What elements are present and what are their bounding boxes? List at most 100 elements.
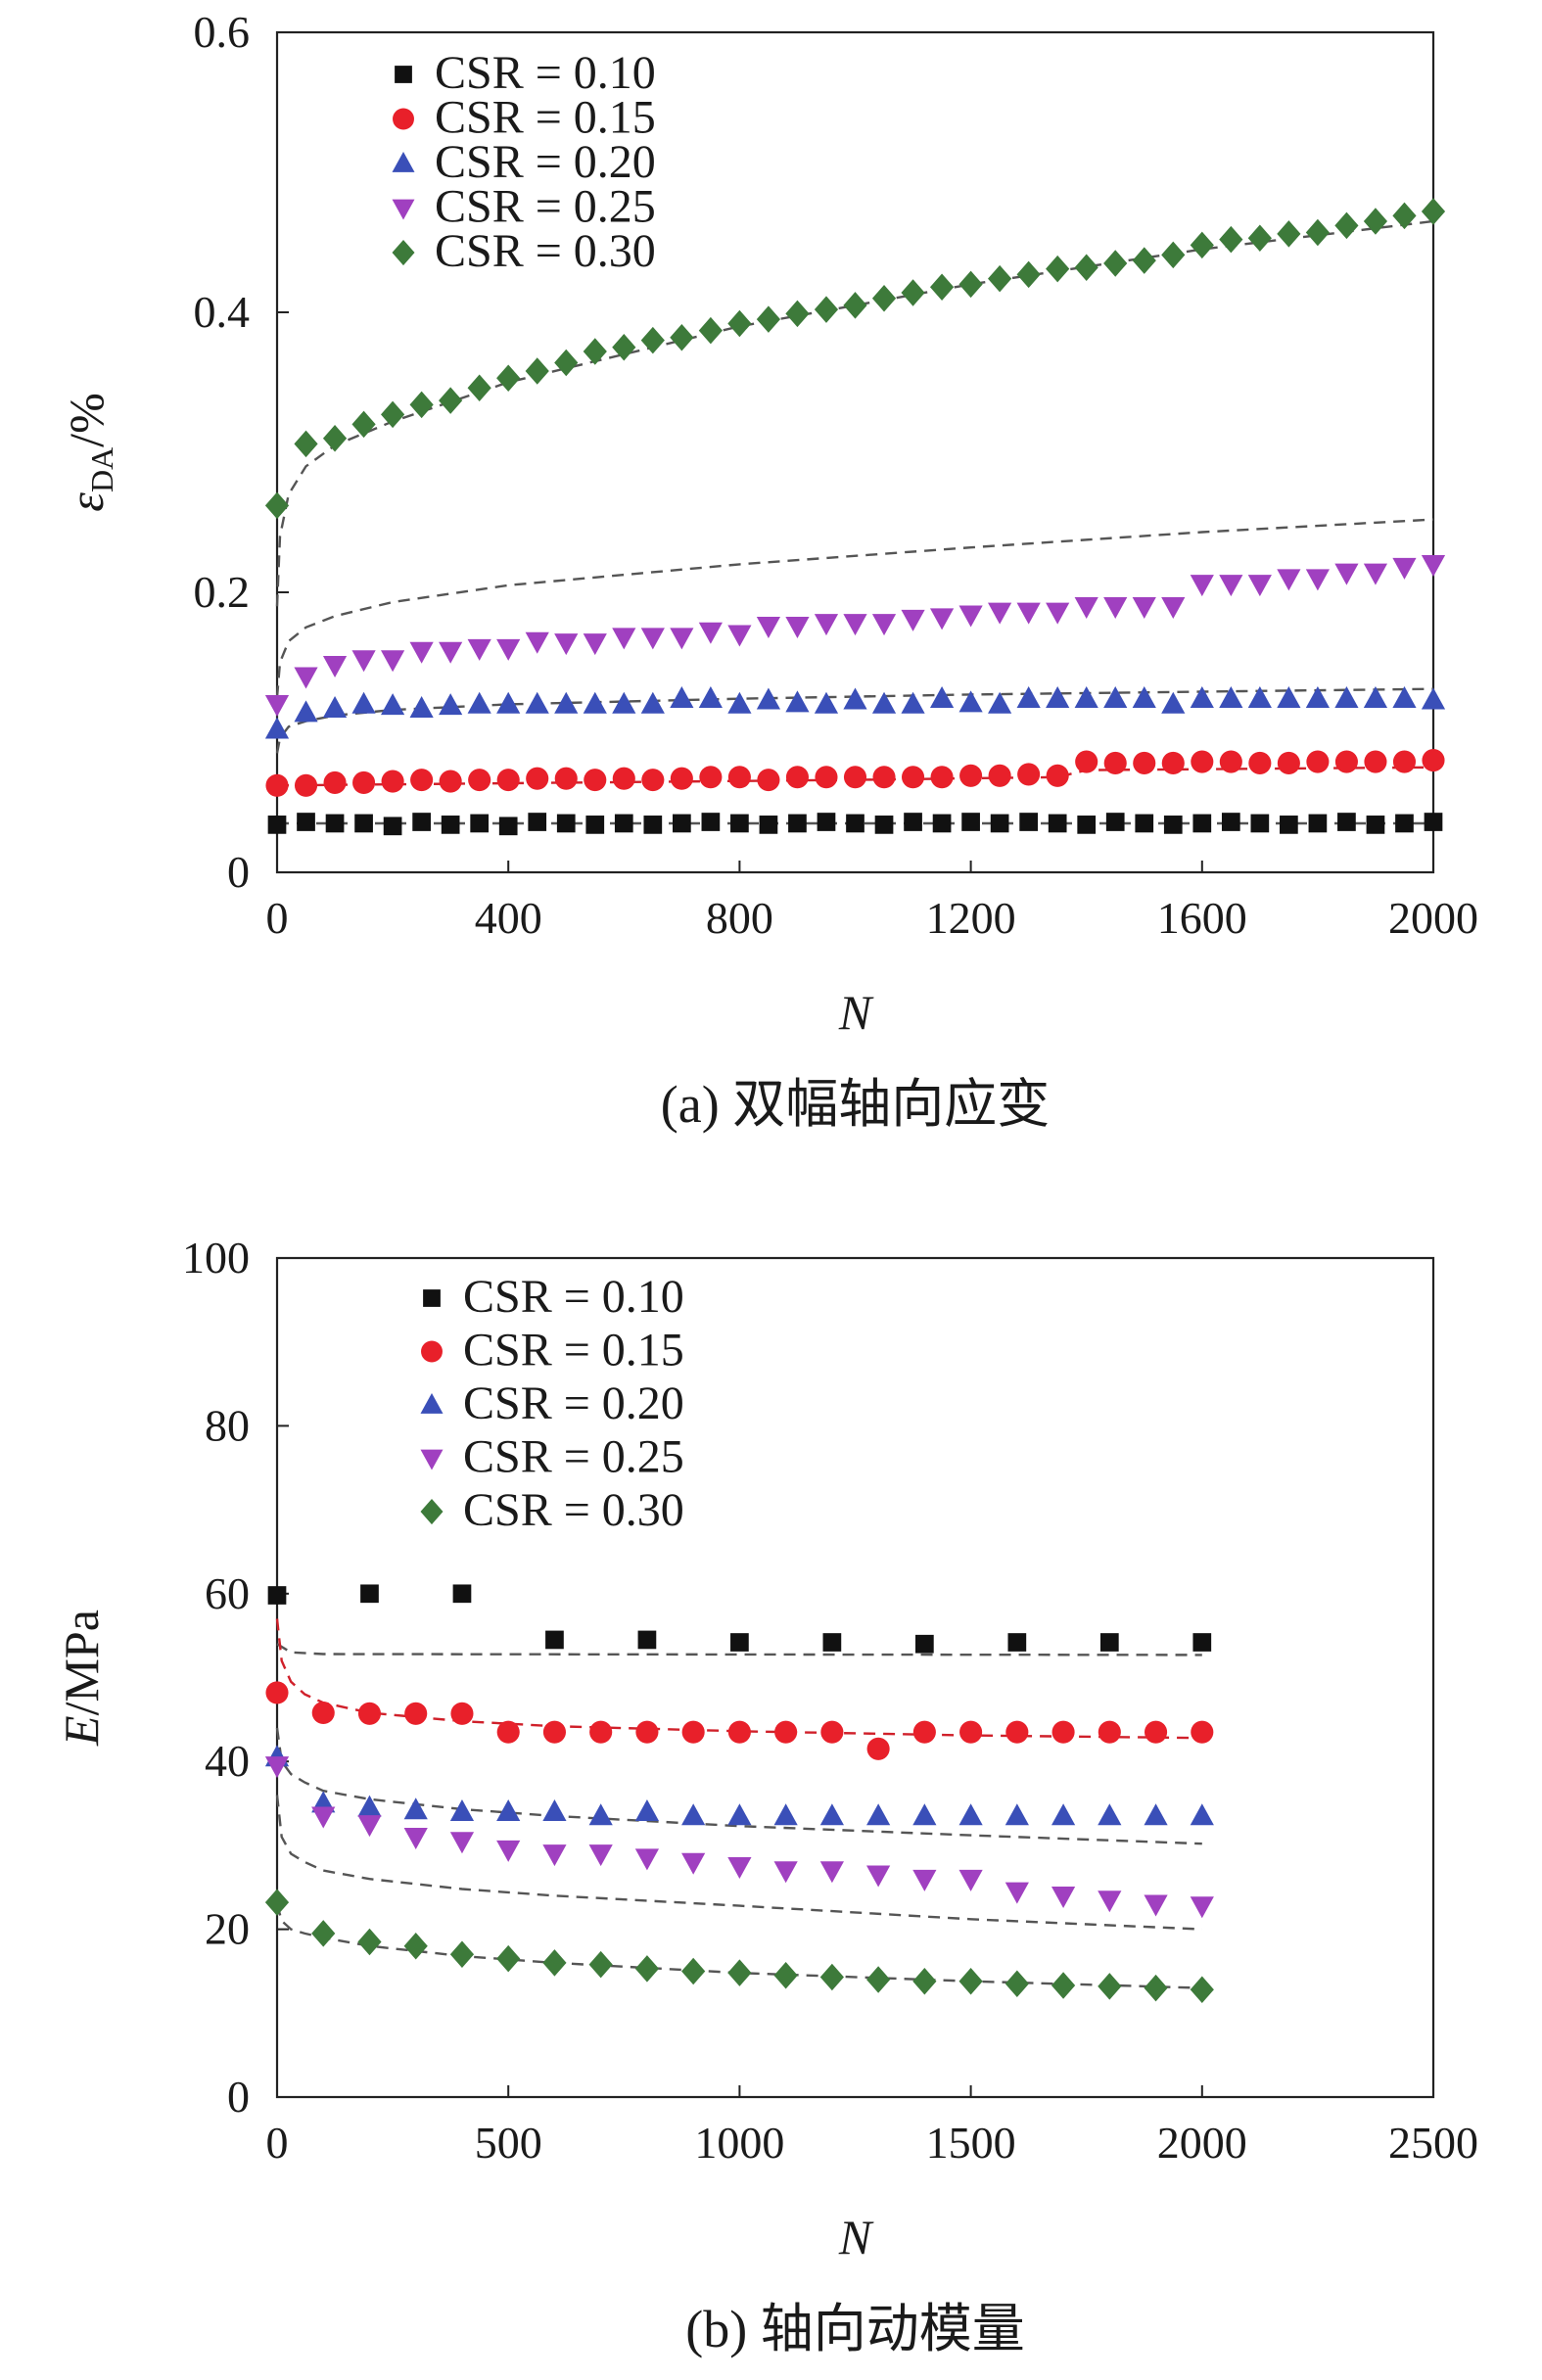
legend-label: CSR = 0.20 bbox=[463, 1377, 684, 1429]
data-point bbox=[545, 1630, 564, 1650]
fit-curve bbox=[275, 687, 1434, 754]
data-point bbox=[958, 1803, 983, 1826]
data-point bbox=[1219, 750, 1242, 773]
fit-curve bbox=[275, 1795, 1202, 1931]
legend-label: CSR = 0.15 bbox=[435, 92, 656, 144]
data-point bbox=[1098, 1890, 1122, 1913]
data-point bbox=[699, 766, 723, 789]
y-tick-label: 0.6 bbox=[194, 7, 251, 57]
fit-curve bbox=[275, 1727, 1202, 1845]
y-label-subscript: DA bbox=[84, 447, 119, 492]
x-axis-label: N bbox=[838, 985, 874, 1040]
data-point bbox=[1005, 1970, 1029, 1998]
data-point bbox=[915, 1634, 934, 1654]
data-point bbox=[727, 691, 752, 714]
data-point bbox=[727, 1720, 751, 1744]
data-point bbox=[1421, 687, 1446, 710]
data-point bbox=[819, 1803, 844, 1826]
data-point bbox=[670, 323, 694, 351]
data-point bbox=[583, 633, 607, 656]
data-point bbox=[264, 491, 290, 520]
data-point bbox=[1219, 575, 1243, 597]
plot-frame bbox=[275, 1256, 1435, 2099]
data-point bbox=[1334, 211, 1359, 240]
data-point bbox=[1421, 198, 1446, 225]
data-point bbox=[1277, 569, 1301, 591]
legend-marker bbox=[420, 1498, 444, 1525]
data-point bbox=[525, 631, 549, 654]
y-tick-label: 0 bbox=[227, 2072, 250, 2122]
legend-label: CSR = 0.20 bbox=[435, 136, 656, 188]
data-point bbox=[727, 625, 752, 647]
data-point bbox=[698, 316, 723, 345]
data-point bbox=[1074, 254, 1098, 281]
data-point bbox=[1005, 1720, 1029, 1744]
series-0 bbox=[267, 1584, 1212, 1654]
data-point bbox=[912, 1720, 936, 1744]
data-point bbox=[1280, 816, 1298, 834]
data-point bbox=[554, 767, 578, 790]
data-point bbox=[904, 813, 922, 831]
data-point bbox=[354, 814, 373, 833]
series-0 bbox=[267, 813, 1443, 836]
data-point bbox=[311, 1701, 335, 1725]
data-point bbox=[612, 334, 636, 361]
x-tick-label: 2000 bbox=[1388, 893, 1478, 943]
y-tick-label: 80 bbox=[205, 1400, 250, 1450]
data-point bbox=[264, 695, 290, 718]
data-point bbox=[439, 693, 463, 716]
data-point bbox=[1074, 686, 1098, 709]
data-point bbox=[1048, 814, 1067, 833]
series-4 bbox=[264, 198, 1446, 520]
data-point bbox=[542, 1949, 567, 1977]
legend-label: CSR = 0.25 bbox=[463, 1431, 684, 1483]
data-point bbox=[958, 270, 983, 299]
data-point bbox=[819, 1861, 844, 1884]
data-point bbox=[1046, 686, 1070, 709]
data-point bbox=[1334, 563, 1359, 585]
plot-frame bbox=[275, 30, 1435, 874]
data-point bbox=[1132, 247, 1156, 274]
data-point bbox=[496, 1840, 521, 1862]
x-tick-label: 0 bbox=[266, 893, 289, 943]
data-point bbox=[1046, 764, 1069, 787]
data-point bbox=[773, 1861, 798, 1884]
data-point bbox=[1098, 1720, 1121, 1744]
data-point bbox=[496, 769, 520, 792]
data-point bbox=[773, 1961, 798, 1989]
data-point bbox=[643, 816, 663, 834]
data-point bbox=[990, 814, 1009, 833]
data-point bbox=[589, 1720, 613, 1744]
data-point bbox=[496, 1720, 520, 1744]
data-point bbox=[912, 1803, 937, 1826]
data-point bbox=[1219, 686, 1243, 709]
y-axis-label: E/MPa bbox=[54, 1610, 109, 1747]
data-point bbox=[381, 400, 405, 429]
data-point bbox=[730, 814, 749, 833]
data-point bbox=[1103, 596, 1128, 619]
data-point bbox=[404, 1702, 428, 1725]
data-point bbox=[1192, 1633, 1212, 1652]
data-point bbox=[1075, 750, 1098, 773]
data-point bbox=[874, 816, 894, 834]
data-point bbox=[929, 608, 955, 630]
data-point bbox=[641, 769, 665, 792]
data-point bbox=[294, 667, 318, 689]
data-point bbox=[294, 430, 318, 458]
data-point bbox=[468, 769, 491, 792]
data-point bbox=[1144, 1803, 1168, 1826]
figure-caption: (b) 轴向动模量 bbox=[685, 2300, 1024, 2358]
y-label-symbol: ε bbox=[59, 492, 114, 512]
data-point bbox=[381, 770, 404, 793]
data-point bbox=[439, 387, 463, 414]
data-point bbox=[1366, 816, 1385, 834]
data-point bbox=[325, 814, 345, 833]
data-point bbox=[1219, 225, 1243, 254]
legend-marker bbox=[392, 239, 415, 266]
y-label-symbol: E bbox=[54, 1715, 109, 1747]
y-tick-label: 20 bbox=[205, 1904, 250, 1954]
data-point bbox=[902, 766, 925, 789]
data-point bbox=[1046, 255, 1070, 283]
data-point bbox=[958, 690, 983, 713]
data-point bbox=[1221, 813, 1240, 831]
